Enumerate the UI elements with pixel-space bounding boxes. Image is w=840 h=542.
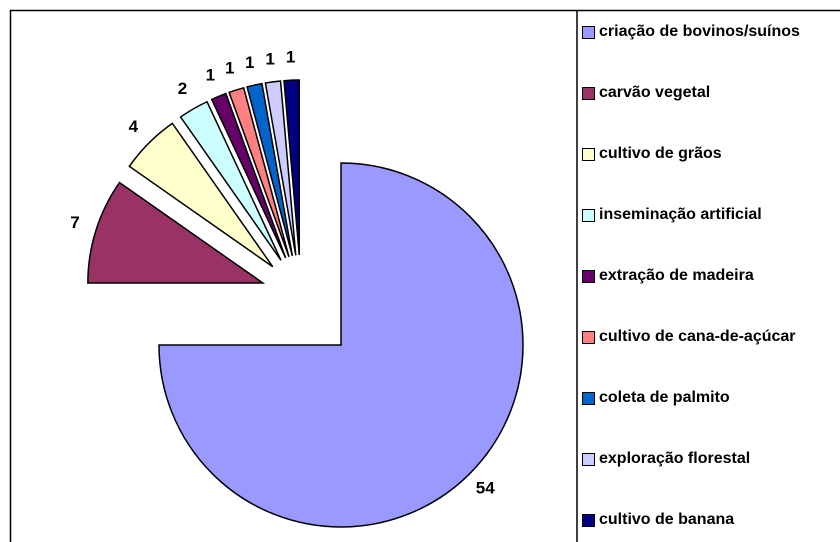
- legend-swatch: [582, 453, 595, 466]
- legend-swatch: [582, 514, 595, 527]
- legend-item: cultivo de banana: [582, 510, 836, 529]
- pie-slice: [179, 100, 282, 261]
- legend-label: cultivo de cana-de-açúcar: [599, 328, 796, 345]
- legend-swatch: [582, 148, 595, 161]
- legend-label: coleta de palmito: [599, 389, 730, 406]
- legend-item: coleta de palmito: [582, 388, 836, 407]
- legend-swatch: [582, 209, 595, 222]
- data-label: 1: [206, 66, 215, 85]
- data-label: 4: [129, 117, 139, 136]
- legend-item: cultivo de cana-de-açúcar: [582, 327, 836, 346]
- legend-item: inseminação artificial: [582, 205, 836, 224]
- legend-item: carvão vegetal: [582, 83, 836, 102]
- pie-slice: [283, 79, 301, 256]
- legend-swatch: [582, 392, 595, 405]
- pie-slice: [128, 122, 274, 268]
- pie-slice: [246, 82, 294, 257]
- legend-item: extração de madeira: [582, 266, 836, 285]
- data-label: 54: [476, 479, 495, 498]
- legend-label: inseminação artificial: [599, 206, 762, 223]
- frame: [9, 9, 840, 542]
- data-label: 1: [286, 48, 295, 67]
- legend-item: exploração florestal: [582, 449, 836, 468]
- legend-swatch: [582, 270, 595, 283]
- legend-item: criação de bovinos/suínos: [582, 22, 836, 41]
- legend-label: carvão vegetal: [599, 84, 711, 101]
- pie-slice: [264, 80, 297, 256]
- pie-slice: [87, 181, 266, 284]
- legend-swatch: [582, 331, 595, 344]
- legend-swatch: [582, 26, 595, 39]
- data-label: 1: [245, 53, 254, 72]
- pie-slice: [228, 86, 290, 258]
- legend-label: exploração florestal: [599, 450, 751, 467]
- data-label: 1: [265, 50, 274, 69]
- data-label: 7: [70, 213, 79, 232]
- data-label: 1: [225, 58, 234, 77]
- legend-swatch: [582, 87, 595, 100]
- legend-label: cultivo de banana: [599, 511, 735, 528]
- pie-slice: [210, 92, 287, 259]
- legend-label: extração de madeira: [599, 267, 754, 284]
- legend-label: cultivo de grãos: [599, 145, 722, 162]
- data-label: 2: [178, 79, 187, 98]
- pie-slice: [158, 162, 524, 528]
- legend-item: cultivo de grãos: [582, 144, 836, 163]
- legend-label: criação de bovinos/suínos: [599, 23, 800, 40]
